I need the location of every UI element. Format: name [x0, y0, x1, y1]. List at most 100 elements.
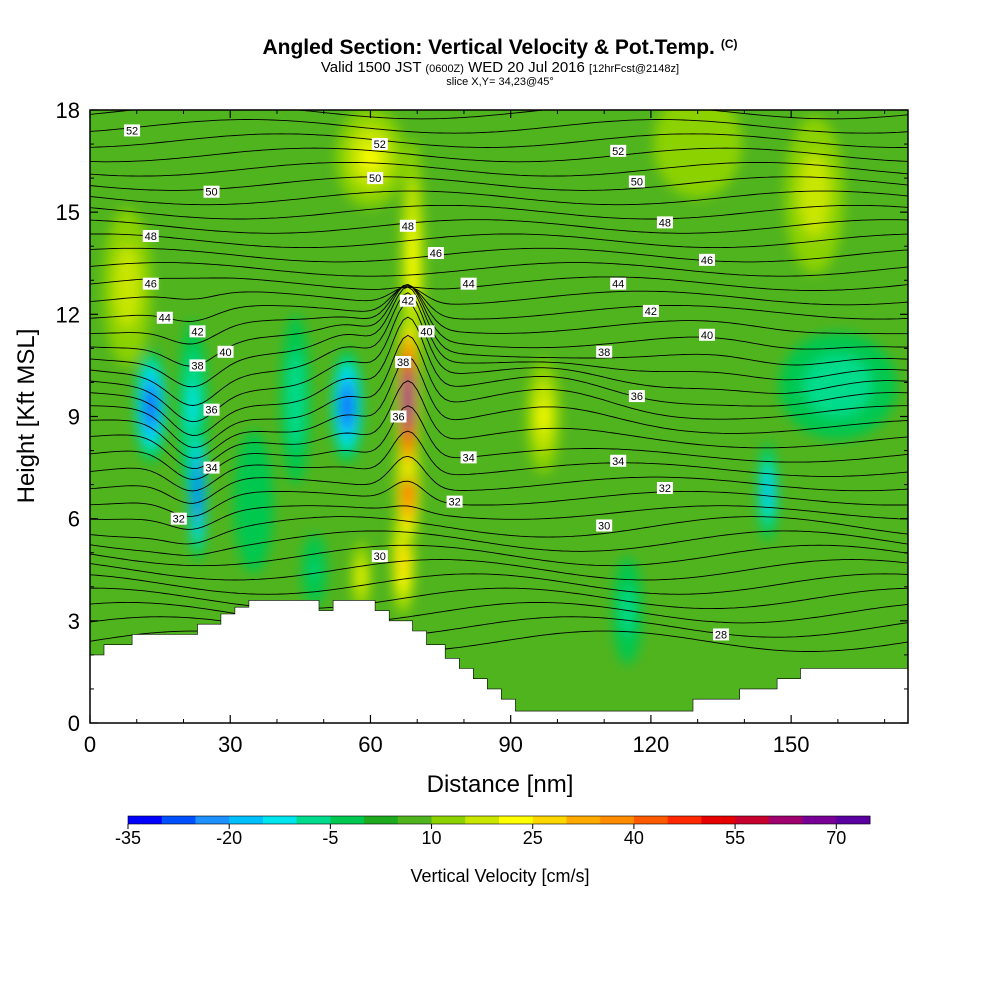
colorbar-swatch — [633, 816, 669, 824]
y-tick-label: 3 — [68, 609, 80, 634]
velocity-cell — [194, 468, 201, 515]
contour-label: 38 — [598, 347, 610, 359]
colorbar-swatch — [735, 816, 770, 824]
y-tick-label: 9 — [68, 405, 80, 430]
velocity-cell — [653, 110, 742, 198]
contour-label-box — [142, 230, 159, 243]
chart-title: Angled Section: Vertical Velocity & Pot.… — [0, 36, 1000, 60]
isentrope-line — [90, 455, 908, 504]
contour-label-box — [460, 277, 477, 290]
contour-label-box — [203, 461, 220, 474]
contour-label-box — [203, 403, 220, 416]
contour-label: 34 — [612, 456, 624, 468]
chart-title-mark: (C) — [720, 37, 738, 51]
contour-label-box — [427, 247, 444, 260]
contour-label: 32 — [659, 483, 671, 495]
contour-label-box — [371, 138, 388, 151]
contour-label: 42 — [645, 306, 657, 318]
contour-label-box — [395, 356, 412, 369]
contour-label: 40 — [701, 330, 713, 342]
colorbar-swatch — [397, 816, 433, 824]
contour-label: 34 — [462, 452, 474, 464]
x-tick-label: 150 — [773, 732, 810, 757]
isentrope-line — [90, 284, 908, 345]
contour-label-box — [170, 512, 187, 525]
isentrope-line — [90, 147, 908, 163]
colorbar-tick-label: 55 — [725, 828, 745, 848]
contour-label-box — [124, 124, 141, 137]
contour-label: 38 — [191, 360, 203, 372]
colorbar-swatch — [532, 816, 567, 824]
x-tick-label: 90 — [498, 732, 522, 757]
y-tick-label: 12 — [56, 302, 80, 327]
y-tick-label: 0 — [68, 711, 80, 736]
contour-label-box — [628, 175, 645, 188]
contour-label: 42 — [191, 326, 203, 338]
colorbar-swatch — [499, 816, 534, 824]
valid-date: WED 20 Jul 2016 — [468, 59, 585, 76]
contour-label-box — [390, 410, 407, 423]
x-tick-label: 60 — [358, 732, 382, 757]
x-tick-label: 0 — [84, 732, 96, 757]
contour-label-box — [217, 345, 234, 358]
contour-label: 36 — [392, 412, 404, 424]
contour-label: 44 — [462, 279, 474, 291]
isentrope-line — [90, 176, 908, 191]
colorbar-tick-label: -35 — [115, 828, 141, 848]
contour-label-box — [189, 359, 206, 372]
forecast-info: [12hrFcst@2148z] — [589, 63, 680, 75]
colorbar-tick-label: 10 — [422, 828, 442, 848]
isentrope-line — [90, 573, 908, 595]
isentrope-line — [90, 161, 908, 177]
isentrope-line — [90, 302, 908, 423]
contour-label: 28 — [715, 629, 727, 641]
contour-label-box — [610, 454, 627, 467]
y-axis-label: Height [Kft MSL] — [13, 329, 40, 504]
y-tick-label: 18 — [56, 98, 80, 123]
x-axis-label: Distance [nm] — [427, 771, 574, 798]
contour-label: 30 — [374, 551, 386, 563]
contour-label: 50 — [205, 187, 217, 199]
isentrope-line — [90, 544, 908, 567]
colorbar-swatch — [465, 816, 500, 824]
isentrope-line — [90, 380, 908, 470]
y-tick-label: 15 — [56, 200, 80, 225]
contour-label-box — [699, 328, 716, 341]
contour-label-box — [596, 519, 613, 532]
isentrope-line — [90, 480, 908, 517]
colorbar-tick-label: 70 — [826, 828, 846, 848]
isentrope-line — [90, 587, 908, 610]
terrain-mask — [89, 600, 909, 724]
contour-label: 32 — [173, 514, 185, 526]
contour-label-box — [699, 253, 716, 266]
contour-label: 50 — [631, 177, 643, 189]
contour-label: 48 — [402, 221, 414, 233]
colorbar-frame — [127, 815, 871, 825]
colorbar-swatch — [161, 816, 196, 824]
velocity-cell — [362, 145, 379, 170]
contour-label: 36 — [205, 405, 217, 417]
colorbar-swatch — [195, 816, 230, 824]
contour-label: 48 — [659, 217, 671, 229]
contour-label-box — [610, 277, 627, 290]
isentrope-line — [90, 286, 908, 388]
contour-label-box — [399, 219, 416, 232]
contour-label: 40 — [219, 347, 231, 359]
colorbar-swatch — [262, 816, 298, 824]
contour-label-box — [399, 294, 416, 307]
isentrope-line — [90, 286, 908, 306]
contour-label: 46 — [145, 279, 157, 291]
contour-label: 52 — [126, 125, 138, 137]
contour-label-box — [371, 550, 388, 563]
isentrope-line — [90, 110, 908, 120]
isentrope-line — [90, 559, 908, 581]
colorbar-swatch — [768, 816, 804, 824]
contour-label: 48 — [145, 231, 157, 243]
isentrope-line — [90, 276, 908, 291]
isentrope-line — [90, 405, 908, 480]
isentrope-line — [90, 601, 908, 624]
contour-label-box — [596, 345, 613, 358]
colorbar-tick-label: -20 — [216, 828, 242, 848]
isentrope-line — [90, 334, 908, 448]
